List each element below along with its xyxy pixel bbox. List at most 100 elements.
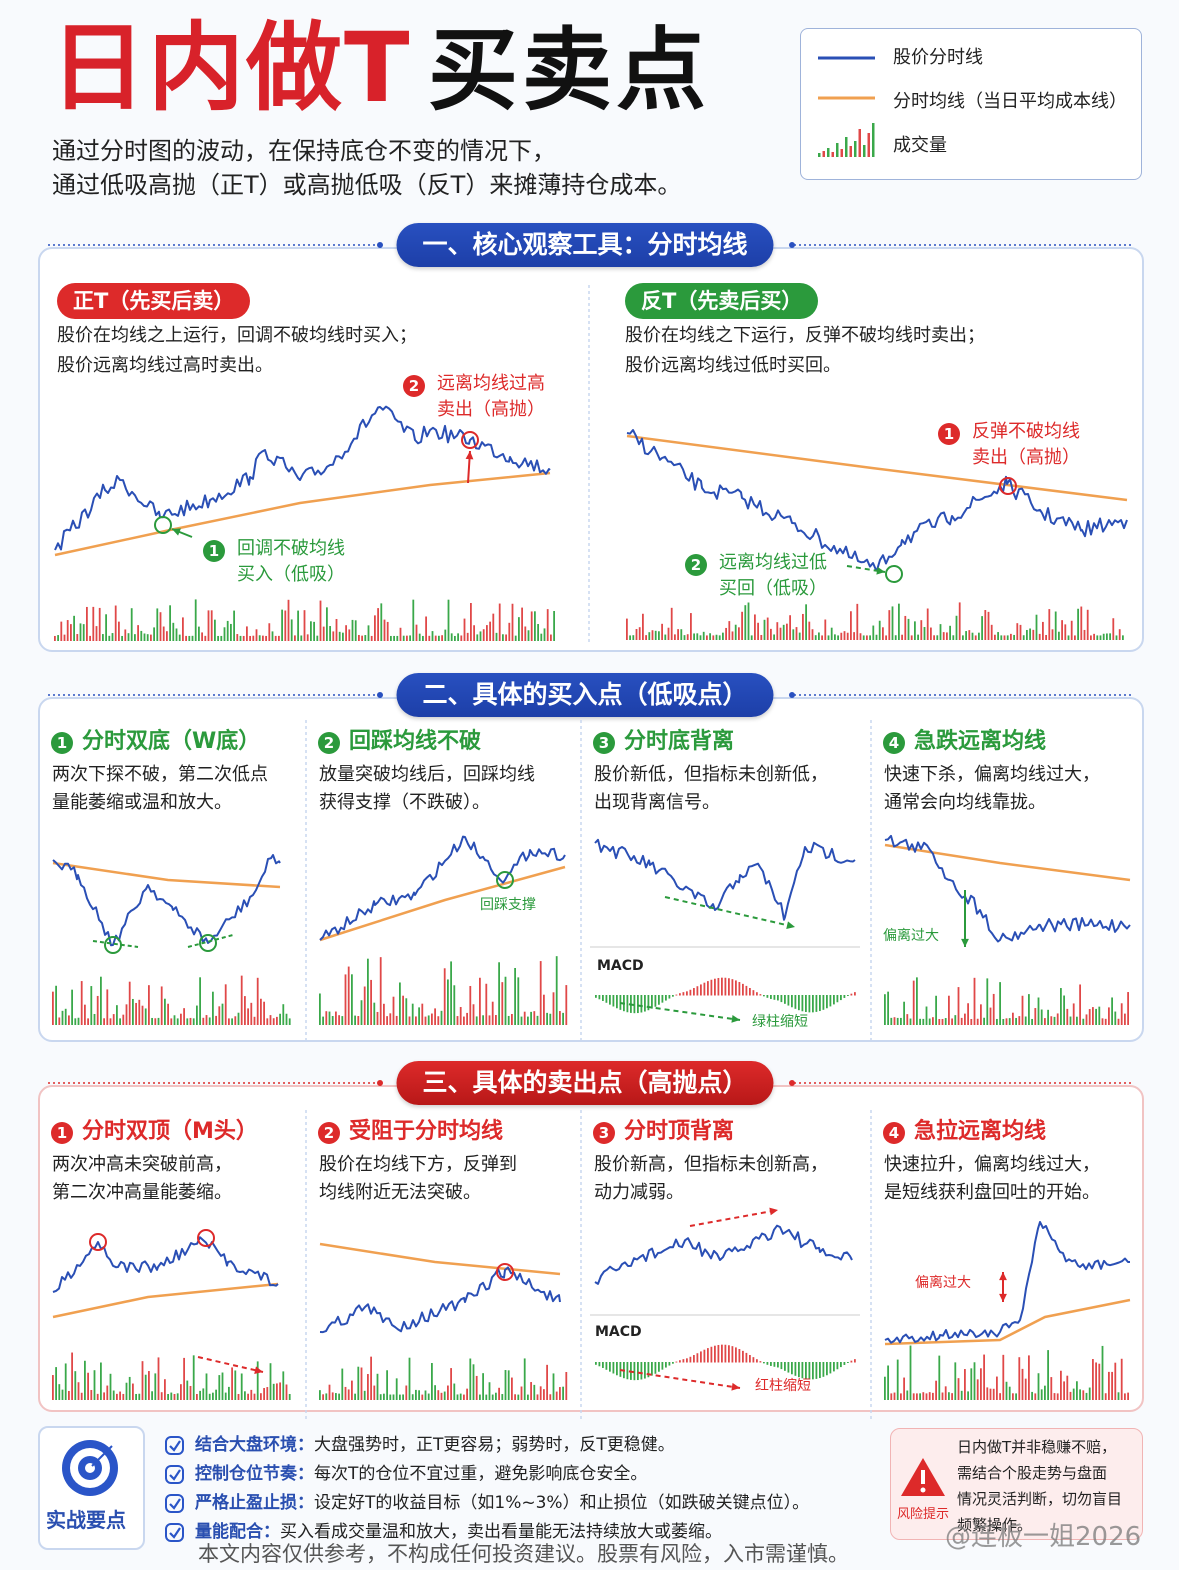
volume-bar [530, 1382, 532, 1400]
volume-bar [1002, 1354, 1005, 1400]
macd-bar [654, 1362, 657, 1374]
volume-bar [1127, 1392, 1129, 1400]
volume-bar [1104, 1393, 1107, 1400]
volume-bar [361, 635, 363, 641]
volume-bar [912, 980, 915, 1025]
volume-bar [159, 612, 162, 641]
volume-bar [127, 633, 130, 641]
macd-bar [700, 1351, 702, 1363]
volume-bar [898, 603, 900, 640]
volume-bar [421, 1394, 424, 1400]
volume-bar [520, 1016, 523, 1025]
volume-bar [1109, 633, 1111, 640]
volume-bar [498, 962, 500, 1025]
volume-bar [1070, 620, 1073, 640]
tip-text: 买入看成交量温和放大，卖出看量能无法持续放大或萎缩。 [280, 1522, 722, 1542]
volume-bar [306, 634, 309, 641]
macd-bar [731, 979, 734, 996]
volume-bar [98, 607, 101, 641]
volume-bar [1083, 629, 1086, 640]
macd-bar [609, 995, 611, 1005]
volume-bar [1077, 608, 1079, 640]
volume-bar [479, 977, 481, 1025]
volume-bar [154, 1018, 157, 1025]
volume-bar [396, 635, 399, 641]
volume-bar [247, 1008, 249, 1025]
volume-bar [523, 1011, 526, 1025]
macd-bar [651, 995, 653, 1009]
volume-bar [1034, 1008, 1037, 1025]
volume-bar [74, 1018, 77, 1025]
volume-bar [1056, 1013, 1059, 1025]
volume-bar [198, 626, 200, 641]
arrow-line [619, 1002, 741, 1021]
volume-bar [144, 1374, 147, 1400]
macd-bar [850, 1360, 853, 1363]
macd-bar [745, 985, 748, 996]
volume-bar [383, 1003, 385, 1025]
average-line [52, 861, 281, 889]
volume-bar [954, 1015, 957, 1025]
volume-bar [1047, 1350, 1049, 1400]
volume-bar [1090, 635, 1092, 640]
volume-bar [322, 1016, 324, 1025]
macd-bar [787, 1362, 790, 1373]
volume-bar [373, 1002, 376, 1025]
volume-bar [185, 635, 187, 641]
macd-bar [840, 1362, 842, 1368]
signal-circle [496, 871, 514, 889]
volume-bar [1060, 988, 1062, 1025]
volume-bar [441, 635, 443, 641]
volume-bar [328, 1011, 331, 1025]
macd-bar [752, 990, 755, 996]
volume-bar [176, 1018, 179, 1025]
volume-bar [805, 604, 807, 640]
volume-bar [322, 1394, 324, 1400]
volume-bar [469, 1358, 472, 1400]
macd-bar [658, 1362, 660, 1372]
risk-label: 风险提示 [897, 1507, 950, 1522]
volume-bar [565, 1371, 568, 1400]
volume-bar [233, 610, 235, 641]
volume-bar [239, 635, 242, 641]
volume-bar [454, 635, 456, 641]
volume-bar [1002, 1019, 1005, 1025]
volume-bar [146, 634, 149, 641]
volume-bar [909, 1018, 912, 1025]
volume-bar [456, 1016, 459, 1025]
macd-bar [808, 1362, 811, 1380]
volume-bar [1058, 631, 1060, 640]
volume-bar [821, 635, 823, 640]
legend-volume-bar [849, 146, 852, 157]
volume-bar [367, 625, 370, 641]
volume-bar [319, 1390, 321, 1400]
volume-bar [901, 634, 903, 640]
macd-bar [710, 1346, 713, 1363]
volume-bar [370, 635, 373, 641]
volume-bar [285, 1384, 288, 1400]
volume-bar [173, 1015, 176, 1025]
volume-bar [447, 1385, 449, 1400]
volume-bar [485, 983, 488, 1025]
macd-bar [679, 1360, 681, 1363]
volume-bar [431, 1363, 433, 1400]
volume-bar [997, 632, 999, 640]
legend-volume-bar [854, 141, 857, 157]
volume-bar [533, 1384, 536, 1400]
macd-bar [847, 1362, 849, 1363]
volume-bar [434, 1385, 436, 1400]
macd-bar [759, 1361, 762, 1363]
volume-bar [699, 635, 702, 640]
intraday-chart [884, 834, 1131, 1025]
volume-bar [536, 1015, 539, 1025]
volume-bar [242, 635, 245, 641]
volume-bar [939, 624, 942, 640]
volume-bar [288, 1393, 291, 1400]
volume-bar [77, 1017, 80, 1025]
volume-bar [215, 1389, 217, 1400]
volume-bar [135, 1002, 137, 1025]
volume-bar [520, 1386, 523, 1400]
volume-bar [122, 1014, 125, 1025]
macd-bar [850, 993, 853, 996]
volume-bar [418, 1007, 420, 1025]
